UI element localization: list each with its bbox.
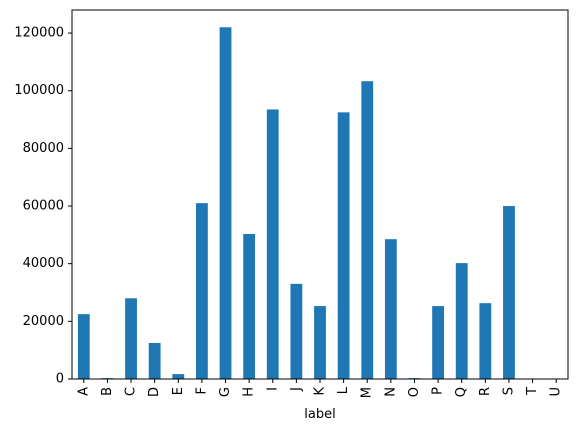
bar-R <box>479 303 492 379</box>
bar-F <box>196 203 208 379</box>
x-tick-label: B <box>100 387 115 396</box>
x-tick-label: R <box>478 387 493 396</box>
bar-L <box>337 112 350 379</box>
x-tick-label: E <box>171 387 186 395</box>
bar-Q <box>455 263 468 379</box>
bar-M <box>361 81 374 379</box>
x-tick-label: I <box>265 387 280 391</box>
y-axis-ticks: 0 20000 40000 60000 80000 100000 120000 <box>14 26 72 387</box>
bar-K <box>314 306 326 379</box>
y-tick-label: 120000 <box>14 26 64 41</box>
x-tick-label: D <box>147 387 162 397</box>
x-axis-label: label <box>304 407 335 422</box>
x-tick-label: Q <box>454 387 469 397</box>
y-tick-label: 0 <box>56 372 64 387</box>
bar-D <box>148 342 161 379</box>
x-tick-label: A <box>76 387 91 396</box>
bar-C <box>125 298 137 379</box>
bar-J <box>290 283 303 379</box>
bar-P <box>432 306 444 379</box>
x-tick-label: O <box>407 387 422 397</box>
y-tick-label: 60000 <box>23 199 64 214</box>
x-tick-label: K <box>313 387 328 396</box>
bar-G <box>219 27 232 379</box>
bar-I <box>266 109 279 379</box>
x-tick-label: T <box>525 387 540 396</box>
x-tick-label: P <box>431 387 446 395</box>
x-tick-label: J <box>289 387 304 392</box>
bar-H <box>243 233 256 379</box>
y-tick-label: 80000 <box>23 141 64 156</box>
y-tick-label: 100000 <box>14 83 64 98</box>
x-tick-label: S <box>501 387 516 395</box>
x-tick-label: N <box>383 387 398 397</box>
x-tick-label: C <box>124 387 139 396</box>
plot-frame <box>71 9 569 380</box>
x-tick-label: L <box>336 386 351 394</box>
y-tick-label: 20000 <box>23 314 64 329</box>
x-tick-label: M <box>360 387 375 398</box>
y-tick-label: 40000 <box>23 256 64 271</box>
x-tick-label: F <box>194 387 209 394</box>
x-tick-label: H <box>242 387 257 397</box>
bar-E <box>172 374 185 379</box>
bar-A <box>77 314 90 379</box>
x-tick-label: U <box>549 387 564 397</box>
bar-N <box>384 239 397 379</box>
bars-group <box>77 27 515 379</box>
bar-S <box>503 206 515 379</box>
x-tick-label: G <box>218 387 233 397</box>
